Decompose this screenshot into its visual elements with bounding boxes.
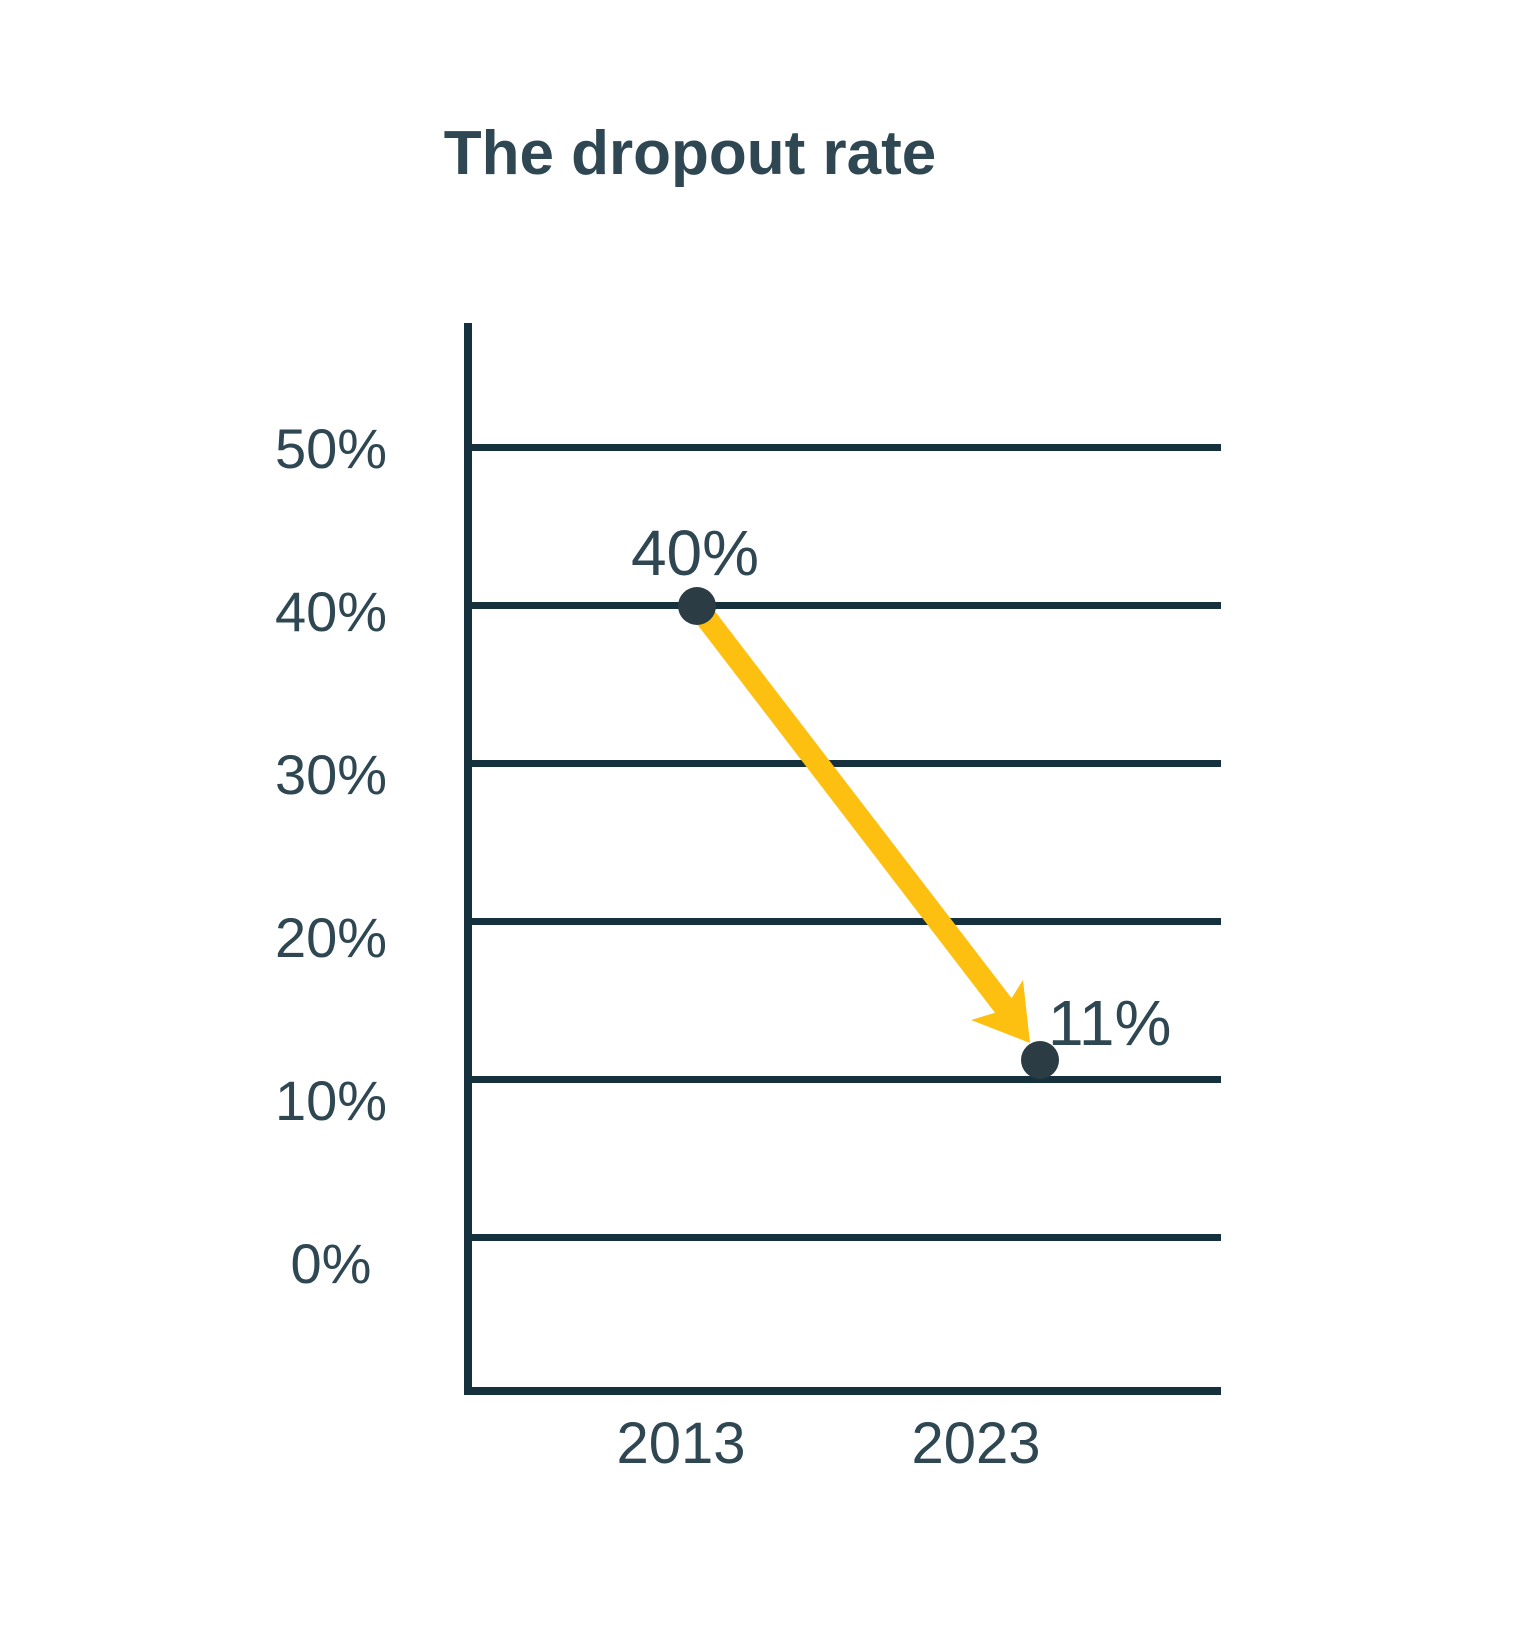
ytick-50: 50% (274, 417, 388, 480)
gridline-20 (468, 918, 1221, 925)
ytick-10: 10% (274, 1069, 388, 1132)
ytick-30: 30% (274, 743, 388, 806)
ytick-0: 0% (290, 1232, 372, 1295)
data-point-2013 (678, 587, 716, 625)
ytick-40: 40% (274, 580, 388, 643)
gridline-10 (468, 1076, 1221, 1083)
data-point-2023 (1021, 1041, 1059, 1079)
gridline-0 (468, 1234, 1221, 1241)
data-label-2023: 11% (1048, 987, 1172, 1059)
gridline-30 (468, 760, 1221, 767)
y-axis-line (464, 323, 472, 1395)
chart-title: The dropout rate (443, 119, 937, 188)
x-axis-line (464, 1387, 1221, 1395)
data-label-2013: 40% (630, 517, 760, 589)
xtick-2013: 2013 (616, 1411, 746, 1476)
gridline-50 (468, 444, 1221, 451)
ytick-20: 20% (274, 906, 388, 969)
xtick-2023: 2023 (911, 1411, 1041, 1476)
gridline-40 (468, 602, 1221, 609)
